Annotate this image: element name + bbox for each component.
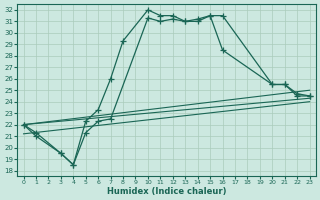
X-axis label: Humidex (Indice chaleur): Humidex (Indice chaleur): [107, 187, 226, 196]
